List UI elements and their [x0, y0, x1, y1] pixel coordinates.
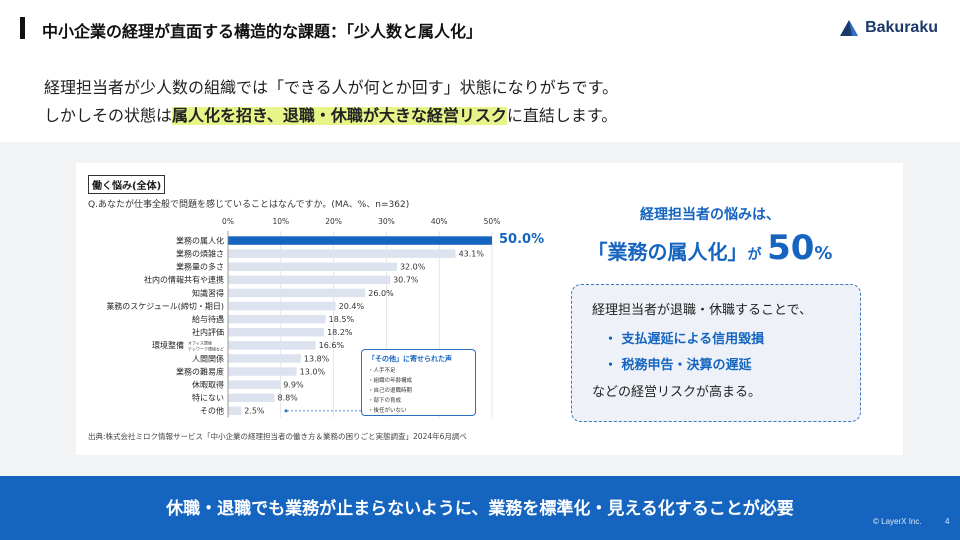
x-tick-label: 50%	[484, 217, 501, 226]
summary-quote-open: 「	[587, 240, 608, 264]
data-label: 8.8%	[277, 394, 298, 403]
risk-outro: などの経営リスクが高まる。	[592, 385, 762, 400]
bar	[228, 328, 325, 337]
bar	[228, 393, 275, 402]
bar	[228, 249, 456, 258]
category-label: 社内の情報共有や連携	[144, 275, 224, 285]
lead-text: 経理担当者が少人数の組織では「できる人が何とか回す」状態になりがちです。 しかし…	[44, 74, 618, 130]
summary-quote-close: 」	[727, 240, 748, 264]
category-label: 休暇取得	[192, 379, 224, 389]
category-label: 業務の属人化	[176, 235, 224, 245]
summary-subject: 業務の属人化	[607, 240, 728, 264]
other-voice-item: ・人手不足	[368, 368, 396, 374]
other-voice-item: ・部下の育成	[368, 398, 402, 404]
data-label: 13.0%	[300, 367, 326, 376]
data-label: 9.9%	[283, 380, 304, 389]
category-label: 業務の難易度	[176, 366, 224, 376]
footer-message: 休職・退職でも業務が止まらないように、業務を標準化・見える化することが必要	[166, 499, 794, 519]
data-label: 13.8%	[304, 354, 330, 363]
category-note: テレワーク環境など	[188, 345, 224, 351]
category-label: 業務のスケジュール(締切・期日)	[106, 301, 224, 311]
category-label: 人間関係	[192, 354, 224, 363]
chart-source: 出典:株式会社ミロク情報サービス「中小企業の経理担当者の働き方＆業務の困りごと実…	[88, 432, 467, 441]
category-label: 知識習得	[192, 288, 224, 298]
risk-bullet-1: ・ 支払遅延による信用毀損	[604, 332, 765, 347]
page-number: 4	[945, 517, 950, 526]
footer-banner: 休職・退職でも業務が止まらないように、業務を標準化・見える化することが必要	[0, 476, 960, 540]
data-label: 32.0%	[400, 263, 426, 272]
data-label: 26.0%	[368, 289, 394, 298]
x-tick-label: 0%	[222, 217, 234, 226]
category-label: 業務量の多さ	[176, 262, 224, 272]
lead-line-1: 経理担当者が少人数の組織では「できる人が何とか回す」状態になりがちです。	[44, 78, 619, 97]
other-voices-title: 「その他」に寄せられた声	[368, 355, 452, 363]
bar	[228, 341, 316, 350]
bar	[228, 354, 301, 363]
title-accent-bar	[20, 17, 25, 39]
other-voice-item: ・組織の年齢構成	[368, 378, 413, 384]
category-label: 社内評価	[192, 327, 224, 337]
data-label: 16.6%	[319, 341, 345, 350]
category-label: その他	[200, 406, 224, 416]
summary-line-1: 経理担当者の悩みは、	[640, 207, 780, 223]
x-tick-label: 30%	[378, 217, 395, 226]
highlight-value-label: 50.0%	[499, 232, 545, 247]
leader-dot	[284, 409, 288, 413]
logo-text: Bakuraku	[865, 19, 938, 36]
summary-unit: %	[814, 243, 833, 264]
category-label: 環境整備	[152, 340, 184, 350]
bar	[228, 314, 326, 324]
page-title: 中小企業の経理が直面する構造的な課題：「少人数と属人化」	[42, 22, 483, 41]
bar	[228, 275, 391, 285]
chart-question: Q.あなたが仕事全般で問題を感じていることはなんですか。(MA、%、n=362)	[88, 200, 410, 210]
data-label: 18.5%	[329, 315, 355, 324]
bar	[228, 262, 397, 271]
lead-line-2-pre: しかしその状態は	[44, 106, 173, 125]
other-voice-item: ・後任がいない	[368, 408, 407, 414]
category-note: オフィス環境	[188, 339, 212, 345]
bar	[228, 380, 281, 389]
lead-line-2-post: に直結します。	[506, 106, 618, 125]
chart-tag: 働く悩み(全体)	[88, 175, 166, 194]
bakuraku-logo-icon	[840, 20, 859, 36]
data-label: 30.7%	[393, 276, 419, 285]
category-label: 給与待遇	[192, 314, 224, 324]
lead-highlight: 属人化を招き、退職・休職が大きな経営リスク	[172, 106, 507, 125]
data-label: 43.1%	[459, 249, 485, 258]
category-label: 業務の煩雑さ	[176, 248, 224, 258]
bar	[228, 236, 492, 245]
bar	[228, 288, 366, 298]
category-label: 特にない	[192, 393, 224, 403]
other-voices-box: 「その他」に寄せられた声 ・人手不足 ・組織の年齢構成 ・自己の退職時期 ・部下…	[361, 349, 476, 416]
copyright: © LayerX Inc.	[873, 517, 922, 526]
x-tick-label: 40%	[431, 217, 448, 226]
risk-bullet-2: ・ 税務申告・決算の遅延	[604, 358, 752, 373]
risk-intro: 経理担当者が退職・休職することで、	[592, 303, 813, 318]
bar	[228, 301, 336, 311]
x-tick-label: 10%	[272, 217, 289, 226]
lead-line-2: しかしその状態は属人化を招き、退職・休職が大きな経営リスクに直結します。	[44, 102, 618, 130]
data-label: 2.5%	[244, 407, 265, 416]
risk-box: 経理担当者が退職・休職することで、 ・ 支払遅延による信用毀損 ・ 税務申告・決…	[571, 284, 861, 422]
summary-particle: が	[747, 247, 762, 263]
data-label: 20.4%	[339, 302, 365, 311]
summary-line-2: 「業務の属人化」が 50%	[580, 228, 840, 268]
summary-number: 50	[767, 228, 815, 268]
brand-logo: Bakuraku	[837, 16, 938, 40]
data-label: 18.2%	[327, 328, 353, 337]
bar	[228, 367, 297, 376]
other-voice-item: ・自己の退職時期	[368, 388, 413, 394]
x-tick-label: 20%	[325, 217, 342, 226]
bar	[228, 406, 242, 416]
